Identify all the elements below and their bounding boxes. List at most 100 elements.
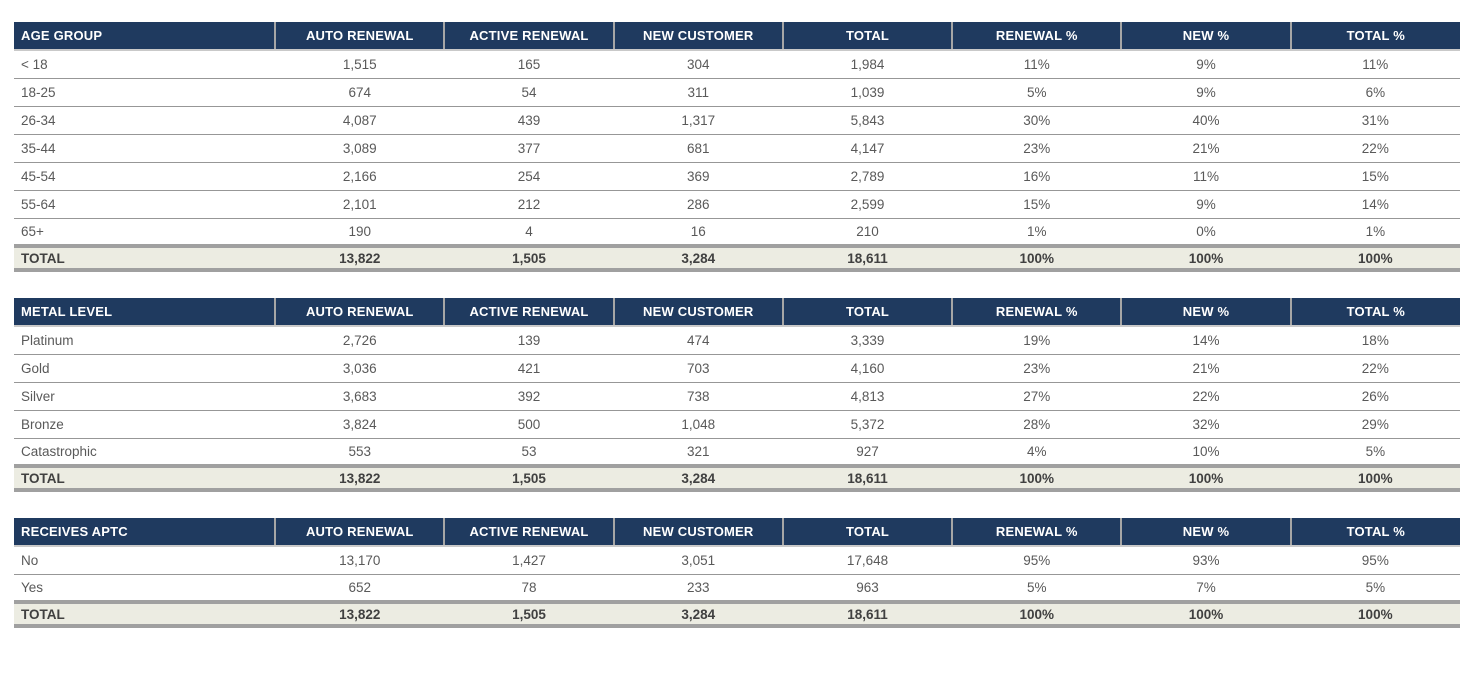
cell-total: 4,160 — [782, 354, 953, 383]
cell-total: 4,147 — [782, 134, 953, 163]
column-header-auto-renewal: AUTO RENEWAL — [274, 22, 445, 51]
cell-total: 210 — [782, 218, 953, 247]
table-row: < 18 1,515 165 304 1,984 11% 9% 11% — [14, 50, 1460, 79]
cell-total: 100% — [1290, 464, 1460, 492]
table-section-metal-level: METAL LEVEL AUTO RENEWAL ACTIVE RENEWAL NEW… — [14, 298, 1460, 492]
column-header-new: NEW % — [1120, 518, 1291, 547]
header-row: METAL LEVEL AUTO RENEWAL ACTIVE RENEWAL NEW… — [14, 298, 1460, 327]
cell-total: 5,843 — [782, 106, 953, 135]
cell-active-renewal: 1,505 — [444, 244, 614, 272]
cell-total: 95% — [1290, 546, 1460, 575]
cell-active-renewal: 165 — [444, 50, 614, 79]
cell-total: 6% — [1290, 78, 1460, 107]
cell-auto-renewal: 3,036 — [275, 354, 445, 383]
table-row: 18-25 674 54 311 1,039 5% 9% 6% — [14, 78, 1460, 107]
cell-active-renewal: 1,427 — [444, 546, 614, 575]
table-row: 26-34 4,087 439 1,317 5,843 30% 40% 31% — [14, 106, 1460, 135]
row-label: 55-64 — [14, 190, 276, 219]
total-row: TOTAL 13,822 1,505 3,284 18,611 100% 100% 100% — [14, 244, 1460, 272]
cell-new: 9% — [1121, 50, 1291, 79]
column-header-renewal: RENEWAL % — [951, 22, 1122, 51]
row-label: No — [14, 546, 276, 575]
cell-total: 1,039 — [782, 78, 953, 107]
cell-total: 31% — [1290, 106, 1460, 135]
cell-new: 100% — [1121, 464, 1291, 492]
column-header-auto-renewal: AUTO RENEWAL — [274, 298, 445, 327]
cell-renewal: 15% — [952, 190, 1122, 219]
cell-total: 5% — [1290, 574, 1460, 603]
cell-total: 927 — [782, 438, 953, 467]
cell-total: 4,813 — [782, 382, 953, 411]
row-label: < 18 — [14, 50, 276, 79]
cell-total: 2,789 — [782, 162, 953, 191]
table-row: 45-54 2,166 254 369 2,789 16% 11% 15% — [14, 162, 1460, 191]
cell-new-customer: 3,284 — [613, 600, 783, 628]
cell-active-renewal: 377 — [444, 134, 614, 163]
column-header-new: NEW % — [1120, 298, 1291, 327]
cell-renewal: 100% — [952, 244, 1122, 272]
cell-new-customer: 304 — [613, 50, 783, 79]
cell-new-customer: 233 — [613, 574, 783, 603]
cell-auto-renewal: 4,087 — [275, 106, 445, 135]
cell-new: 40% — [1121, 106, 1291, 135]
cell-active-renewal: 392 — [444, 382, 614, 411]
row-label: Silver — [14, 382, 276, 411]
header-row: RECEIVES APTC AUTO RENEWAL ACTIVE RENEWAL N… — [14, 518, 1460, 547]
cell-total: 100% — [1290, 244, 1460, 272]
column-header-total: TOTAL % — [1289, 22, 1460, 51]
cell-total: 963 — [782, 574, 953, 603]
column-header-active-renewal: ACTIVE RENEWAL — [443, 22, 614, 51]
cell-new-customer: 369 — [613, 162, 783, 191]
cell-auto-renewal: 553 — [275, 438, 445, 467]
column-header-key: METAL LEVEL — [14, 298, 276, 327]
cell-new: 100% — [1121, 600, 1291, 628]
cell-active-renewal: 500 — [444, 410, 614, 439]
cell-active-renewal: 53 — [444, 438, 614, 467]
enrollment-summary-report: AGE GROUP AUTO RENEWAL ACTIVE RENEWAL NEW C… — [14, 22, 1460, 628]
cell-new-customer: 16 — [613, 218, 783, 247]
row-label: 45-54 — [14, 162, 276, 191]
table-row: No 13,170 1,427 3,051 17,648 95% 93% 95% — [14, 546, 1460, 575]
total-label: TOTAL — [14, 244, 276, 272]
table-row: 35-44 3,089 377 681 4,147 23% 21% 22% — [14, 134, 1460, 163]
cell-total: 22% — [1290, 354, 1460, 383]
cell-new-customer: 321 — [613, 438, 783, 467]
column-header-auto-renewal: AUTO RENEWAL — [274, 518, 445, 547]
cell-new: 14% — [1121, 326, 1291, 355]
cell-new: 21% — [1121, 354, 1291, 383]
cell-total: 15% — [1290, 162, 1460, 191]
cell-new-customer: 1,317 — [613, 106, 783, 135]
cell-auto-renewal: 652 — [275, 574, 445, 603]
cell-auto-renewal: 2,726 — [275, 326, 445, 355]
cell-active-renewal: 78 — [444, 574, 614, 603]
cell-active-renewal: 1,505 — [444, 600, 614, 628]
cell-renewal: 4% — [952, 438, 1122, 467]
total-row: TOTAL 13,822 1,505 3,284 18,611 100% 100% 100% — [14, 464, 1460, 492]
column-header-active-renewal: ACTIVE RENEWAL — [443, 518, 614, 547]
cell-active-renewal: 54 — [444, 78, 614, 107]
cell-renewal: 5% — [952, 574, 1122, 603]
column-header-key: RECEIVES APTC — [14, 518, 276, 547]
cell-new: 10% — [1121, 438, 1291, 467]
table-section-age-group: AGE GROUP AUTO RENEWAL ACTIVE RENEWAL NEW C… — [14, 22, 1460, 272]
cell-new-customer: 681 — [613, 134, 783, 163]
cell-renewal: 100% — [952, 464, 1122, 492]
cell-active-renewal: 212 — [444, 190, 614, 219]
cell-auto-renewal: 2,101 — [275, 190, 445, 219]
cell-total: 1% — [1290, 218, 1460, 247]
column-header-renewal: RENEWAL % — [951, 518, 1122, 547]
cell-auto-renewal: 190 — [275, 218, 445, 247]
cell-total: 5,372 — [782, 410, 953, 439]
cell-active-renewal: 4 — [444, 218, 614, 247]
cell-renewal: 5% — [952, 78, 1122, 107]
column-header-active-renewal: ACTIVE RENEWAL — [443, 298, 614, 327]
cell-new-customer: 3,284 — [613, 464, 783, 492]
table-row: Yes 652 78 233 963 5% 7% 5% — [14, 574, 1460, 603]
table-row: 55-64 2,101 212 286 2,599 15% 9% 14% — [14, 190, 1460, 219]
row-label: 26-34 — [14, 106, 276, 135]
cell-renewal: 1% — [952, 218, 1122, 247]
cell-auto-renewal: 3,089 — [275, 134, 445, 163]
cell-auto-renewal: 1,515 — [275, 50, 445, 79]
cell-total: 14% — [1290, 190, 1460, 219]
row-label: Gold — [14, 354, 276, 383]
